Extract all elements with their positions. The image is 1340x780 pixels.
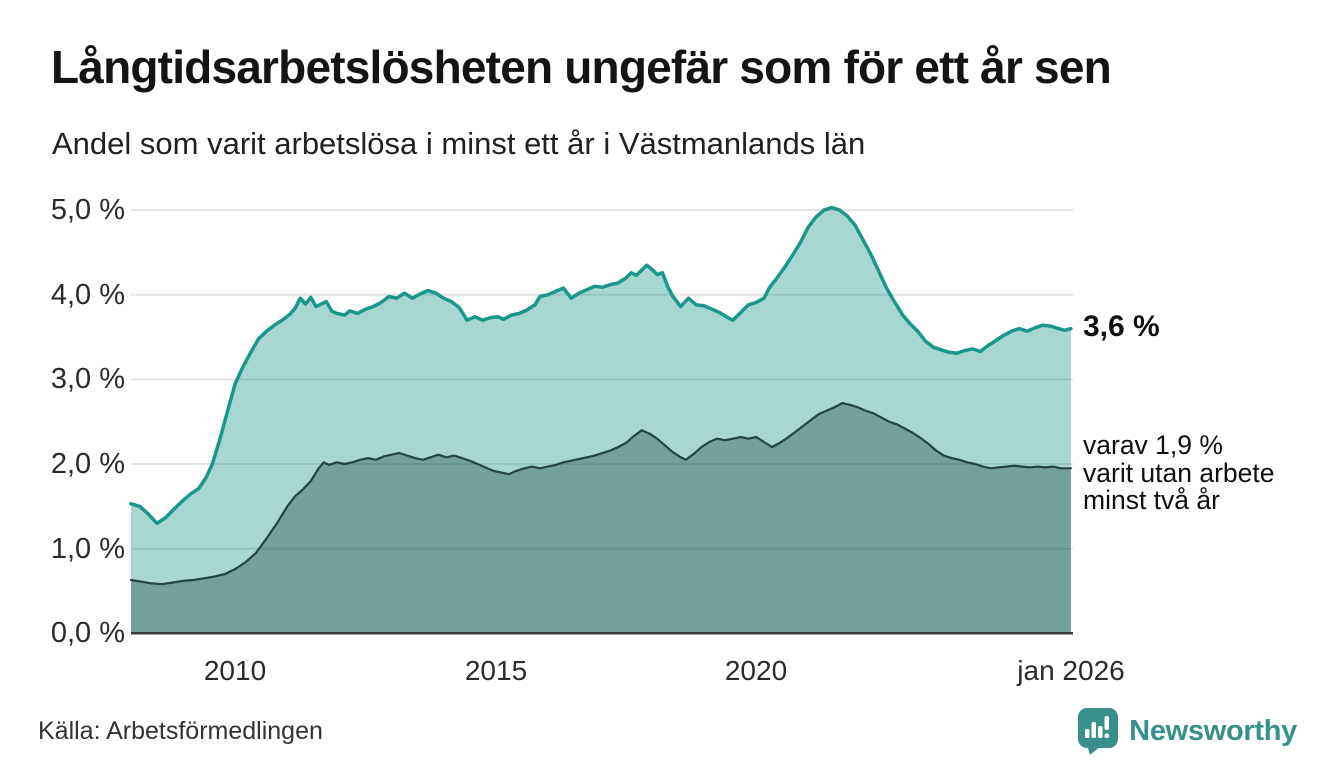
series-line-1: [129, 402, 1072, 586]
secondary-value-line2: varit utan arbete: [1083, 457, 1275, 488]
secondary-value-label: varav 1,9 % varit utan arbete minst två …: [1083, 432, 1275, 515]
source-label: Källa: Arbetsförmedlingen: [38, 717, 323, 745]
series-area-1: [131, 403, 1071, 634]
series-area-0: [131, 207, 1071, 634]
x-axis-tick-label: 2020: [724, 655, 788, 686]
series-line-0: [129, 205, 1073, 526]
y-axis-tick-label: 1,0 %: [50, 532, 125, 565]
y-axis-tick-label: 3,0 %: [50, 363, 125, 396]
newsworthy-logo-icon: [1078, 708, 1119, 755]
chart-title: Långtidsarbetslösheten ungefär som för e…: [51, 41, 1112, 93]
brand-name: Newsworthy: [1129, 714, 1297, 747]
y-axis-tick-label: 2,0 %: [50, 448, 125, 481]
secondary-value-line1: varav 1,9 %: [1083, 430, 1223, 461]
x-axis-tick-label: 2015: [464, 655, 528, 686]
y-axis-tick-label: 5,0 %: [50, 194, 125, 227]
latest-value-label: 3,6 %: [1083, 309, 1160, 343]
y-axis-tick-label: 0,0 %: [50, 617, 125, 650]
x-axis-tick-label: jan 2026: [1017, 655, 1125, 686]
brand-logo: Newsworthy: [1077, 707, 1297, 755]
y-axis-tick-label: 4,0 %: [50, 278, 125, 311]
chart-subtitle: Andel som varit arbetslösa i minst ett å…: [52, 126, 866, 161]
x-axis-tick-label: 2010: [203, 655, 267, 686]
secondary-value-line3: minst två år: [1083, 485, 1220, 516]
